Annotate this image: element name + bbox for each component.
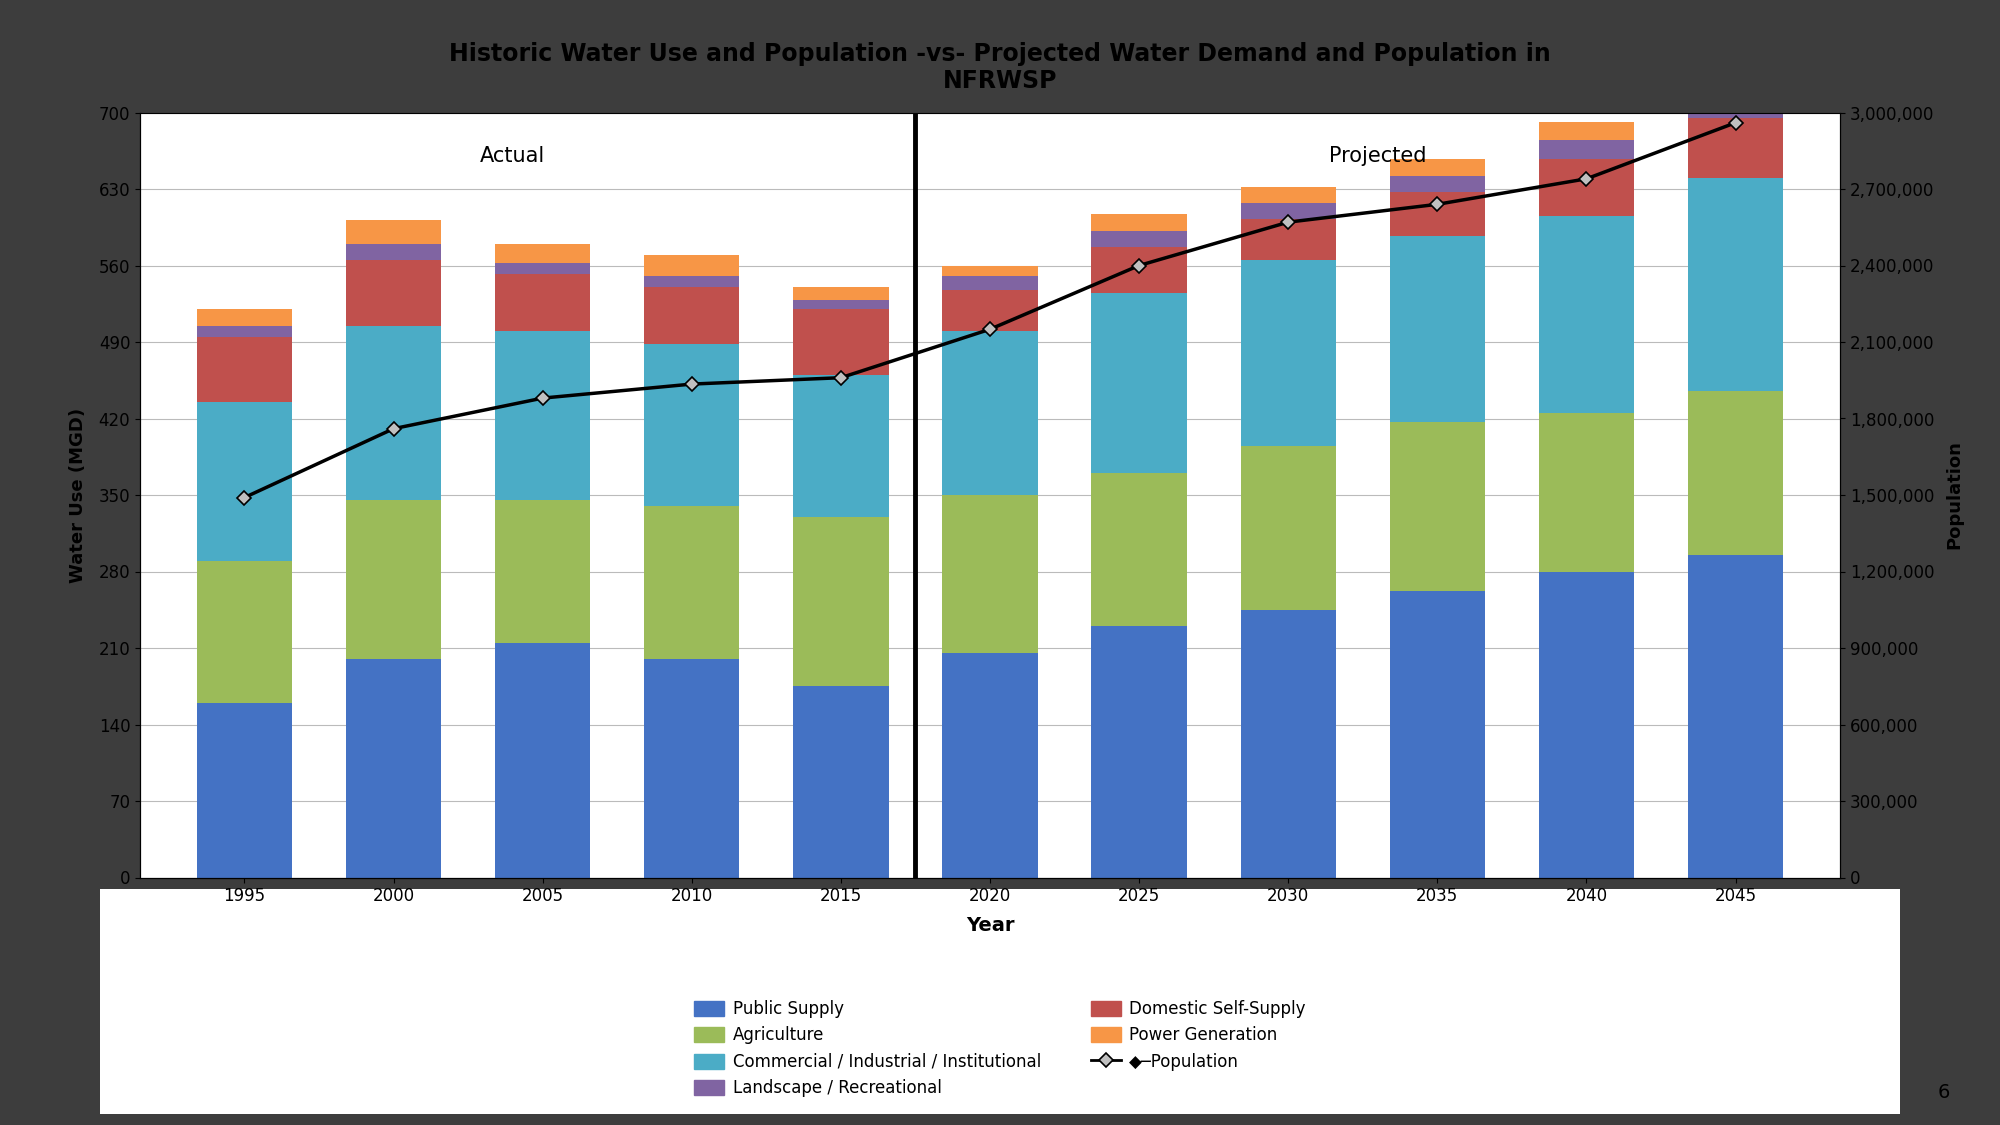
Population: [680, 377, 704, 390]
Bar: [196, 309, 292, 325]
Y-axis label: Water Use (MGD): Water Use (MGD): [70, 407, 88, 583]
Bar: [794, 287, 888, 300]
Bar: [494, 263, 590, 274]
Bar: [494, 244, 590, 263]
Bar: [1390, 192, 1486, 236]
Bar: [794, 309, 888, 375]
Bar: [1538, 140, 1634, 160]
Bar: [1240, 260, 1336, 446]
Bar: [196, 703, 292, 878]
Population: [232, 490, 256, 504]
Text: Historic Water Use and Population -vs- Projected Water Demand and Population in
: Historic Water Use and Population -vs- P…: [450, 42, 1550, 93]
Bar: [1538, 413, 1634, 572]
Bar: [942, 277, 1038, 289]
Bar: [346, 501, 442, 659]
Text: 6: 6: [1938, 1083, 1950, 1102]
Bar: [1240, 446, 1336, 610]
Bar: [1092, 231, 1186, 246]
Bar: [1538, 216, 1634, 413]
Bar: [196, 336, 292, 402]
X-axis label: Year: Year: [966, 917, 1014, 935]
Bar: [1092, 627, 1186, 878]
Population: [382, 422, 406, 435]
Text: Actual: Actual: [480, 146, 546, 166]
Bar: [494, 642, 590, 878]
Population: [1724, 116, 1748, 129]
Bar: [1240, 204, 1336, 218]
Bar: [1390, 176, 1486, 192]
Population: [1574, 172, 1598, 186]
Population: [978, 323, 1002, 336]
Bar: [1538, 160, 1634, 216]
Bar: [1240, 187, 1336, 204]
Bar: [794, 375, 888, 516]
Bar: [494, 501, 590, 642]
Bar: [1092, 474, 1186, 627]
Bar: [644, 277, 740, 287]
Y-axis label: Population: Population: [1946, 441, 1964, 549]
Bar: [942, 289, 1038, 331]
Bar: [196, 325, 292, 336]
Bar: [1688, 555, 1784, 878]
Bar: [1688, 178, 1784, 392]
Bar: [196, 402, 292, 560]
Bar: [1390, 160, 1486, 176]
Bar: [1538, 123, 1634, 140]
Population: [1276, 215, 1300, 228]
Bar: [346, 219, 442, 244]
Bar: [942, 331, 1038, 495]
Bar: [1688, 96, 1784, 118]
Bar: [942, 495, 1038, 654]
Bar: [942, 266, 1038, 277]
Bar: [1092, 246, 1186, 292]
Bar: [942, 654, 1038, 878]
Bar: [494, 274, 590, 331]
Bar: [794, 686, 888, 878]
Bar: [644, 254, 740, 277]
Bar: [644, 287, 740, 344]
Bar: [794, 300, 888, 309]
Bar: [346, 325, 442, 501]
Population: [1128, 259, 1152, 272]
Bar: [346, 659, 442, 878]
Bar: [1688, 79, 1784, 96]
Bar: [1688, 392, 1784, 555]
Bar: [1240, 218, 1336, 260]
Bar: [1390, 422, 1486, 591]
Bar: [1240, 610, 1336, 878]
Bar: [1092, 292, 1186, 474]
Bar: [1538, 572, 1634, 878]
Bar: [644, 506, 740, 659]
Population: [530, 392, 554, 405]
Bar: [1092, 214, 1186, 231]
Bar: [346, 244, 442, 260]
Bar: [494, 331, 590, 501]
Bar: [794, 516, 888, 686]
Text: Projected: Projected: [1328, 146, 1426, 166]
Bar: [196, 560, 292, 703]
Bar: [644, 659, 740, 878]
Bar: [1688, 118, 1784, 178]
Bar: [1390, 236, 1486, 422]
Bar: [346, 260, 442, 325]
Legend: Public Supply, Agriculture, Commercial / Industrial / Institutional, Landscape /: Public Supply, Agriculture, Commercial /…: [686, 992, 1314, 1106]
Bar: [1390, 591, 1486, 878]
Bar: [644, 344, 740, 506]
Line: Population: Population: [240, 118, 1740, 503]
Population: [1426, 198, 1450, 212]
Population: [828, 371, 852, 385]
